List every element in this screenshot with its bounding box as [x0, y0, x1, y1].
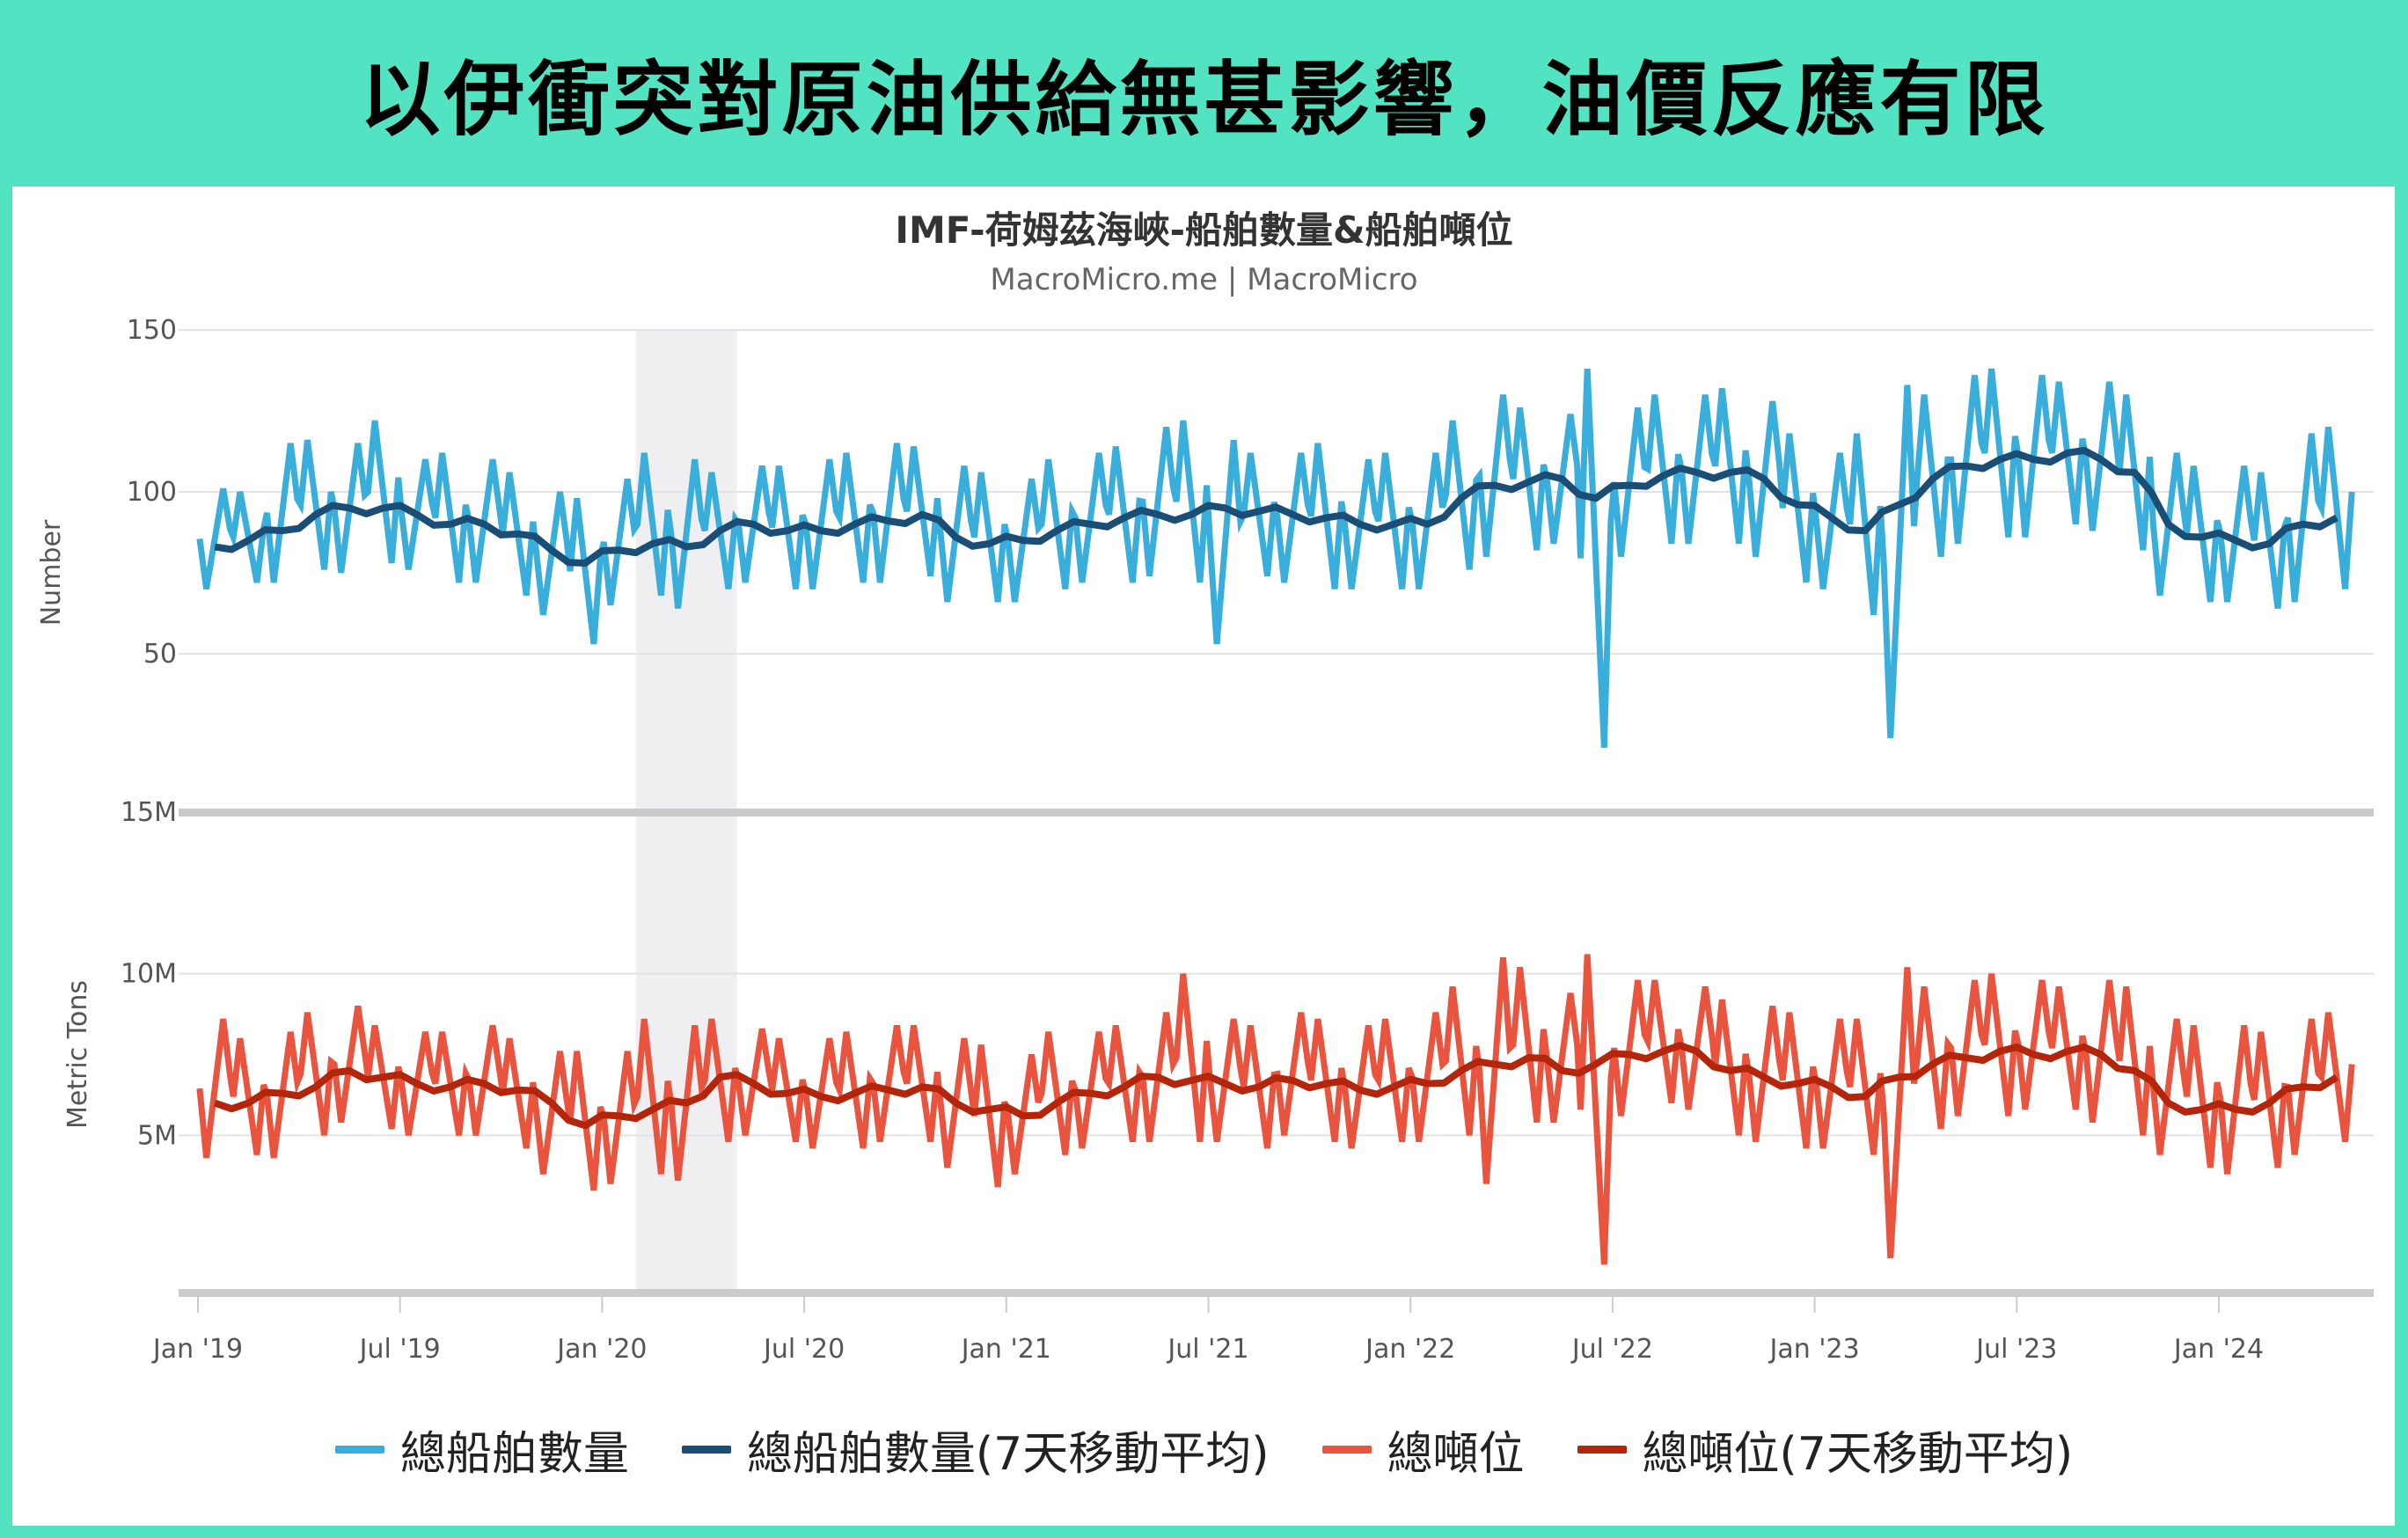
x-tick-label: Jan '19: [151, 1334, 243, 1365]
x-tick-label: Jul '22: [1570, 1334, 1653, 1365]
series-line-ships: [196, 368, 2355, 748]
legend-label: 總噸位: [1387, 1428, 1525, 1481]
legend-item-ships-ma[interactable]: 總船舶數量(7天移動平均): [681, 1417, 1270, 1483]
series-line-ships-ma: [214, 446, 2338, 567]
x-tick-label: Jan '23: [1768, 1334, 1859, 1365]
x-tick-label: Jul '21: [1166, 1334, 1248, 1365]
y-tick-label: 15M: [121, 797, 177, 828]
headline: 以伊衝突對原油供給無甚影響，油價反應有限: [359, 52, 2049, 147]
chart-title: IMF-荷姆茲海峽-船舶數量&船舶噸位: [895, 209, 1513, 252]
x-tick-label: Jul '19: [358, 1334, 441, 1365]
legend-label: 總船舶數量(7天移動平均): [746, 1428, 1270, 1481]
y-tick-label: 5M: [137, 1120, 177, 1151]
header-banner: 以伊衝突對原油供給無甚影響，油價反應有限: [0, 0, 2408, 185]
legend-swatch: [1577, 1446, 1627, 1454]
y-tick-label: 100: [127, 477, 177, 508]
legend-item-tonnage[interactable]: 總噸位: [1321, 1417, 1525, 1483]
legend-item-tonnage-ma[interactable]: 總噸位(7天移動平均): [1577, 1417, 2074, 1483]
legend-item-ships[interactable]: 總船舶數量: [334, 1417, 629, 1483]
x-tick-label: Jan '21: [960, 1334, 1051, 1365]
pane-separator: [179, 809, 2374, 817]
legend-swatch: [681, 1446, 731, 1454]
chart-subtitle: MacroMicro.me | MacroMicro: [990, 262, 1418, 297]
series-line-tonnage: [196, 954, 2355, 1265]
x-tick-label: Jan '24: [2172, 1334, 2264, 1365]
series-line-tonnage-ma: [213, 1042, 2339, 1130]
legend-swatch: [334, 1446, 384, 1454]
legend-swatch: [1321, 1446, 1372, 1454]
legend-label: 總噸位(7天移動平均): [1642, 1428, 2074, 1481]
y-axis-label: Number: [36, 519, 67, 626]
legend-label: 總船舶數量: [399, 1428, 629, 1481]
y-tick-label: 150: [127, 315, 177, 346]
x-axis-line: [179, 1289, 2374, 1297]
x-tick-label: Jan '20: [555, 1334, 647, 1365]
x-tick-label: Jan '22: [1364, 1334, 1455, 1365]
legend: 總船舶數量 總船舶數量(7天移動平均) 總噸位 總噸位(7天移動平均): [0, 1417, 2408, 1483]
x-tick-label: Jul '20: [762, 1334, 845, 1365]
y-tick-label: 50: [143, 639, 177, 670]
y-axis-label: Metric Tons: [62, 980, 93, 1129]
y-tick-label: 10M: [121, 959, 177, 990]
x-tick-label: Jul '23: [1974, 1334, 2057, 1365]
